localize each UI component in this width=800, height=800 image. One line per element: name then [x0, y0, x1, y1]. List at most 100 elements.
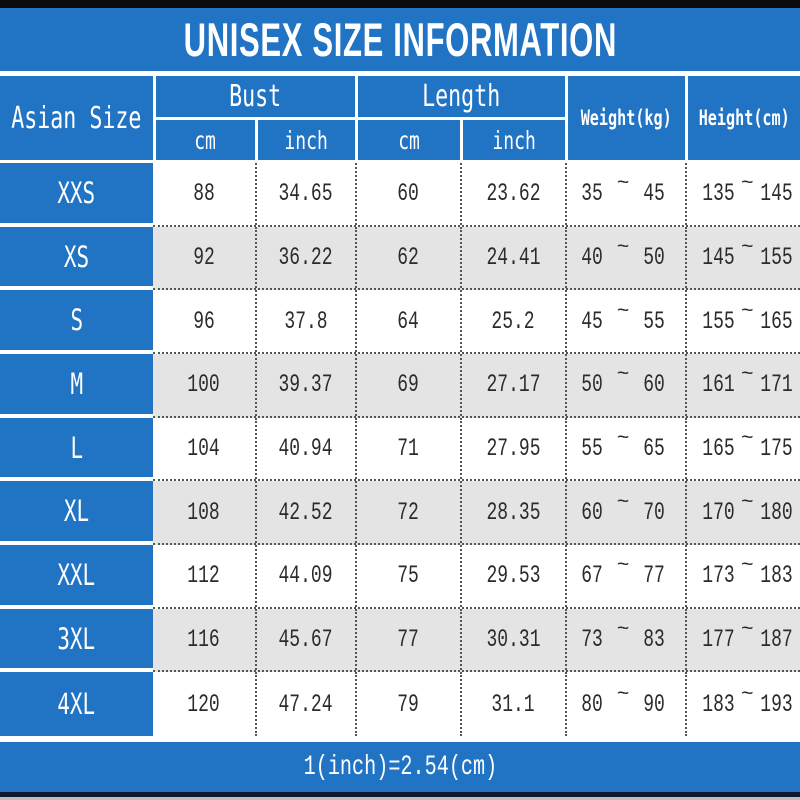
height-max-value: 145 [759, 179, 793, 209]
height-min-value: 155 [702, 306, 735, 336]
bust-inch-cell: 39.37 [255, 354, 355, 416]
weight-cell: 50 ~ 60 [565, 354, 685, 416]
bust-inch-cell: 34.65 [255, 163, 355, 225]
range-tilde: ~ [741, 364, 754, 388]
bust-cm-value: 100 [187, 370, 221, 400]
bust-cm-value: 108 [187, 497, 221, 527]
weight-max-value: 83 [643, 625, 665, 655]
range-tilde: ~ [616, 619, 630, 643]
length-cm-value: 79 [397, 689, 420, 719]
range-tilde: ~ [616, 364, 630, 388]
bust-cm-cell: 100 [153, 354, 255, 416]
height-min-value: 165 [702, 434, 735, 464]
bust-cm-cell: 108 [153, 481, 255, 543]
table-row: 4XL 120 47.24 79 31.1 80 ~ 90 183 ~ [0, 672, 800, 737]
range-tilde: ~ [616, 173, 630, 197]
size-label: XL [63, 494, 90, 529]
range-tilde: ~ [741, 173, 754, 197]
bust-inch-value: 34.65 [278, 179, 333, 209]
bust-inch-value: 42.52 [278, 497, 333, 527]
length-cm-value: 69 [397, 370, 420, 400]
height-cell: 173 ~ 183 [685, 545, 800, 607]
size-cell: XS [0, 226, 153, 291]
height-cell: 177 ~ 187 [685, 608, 800, 671]
header-bust-inch: inch [255, 120, 355, 160]
height-max-value: 187 [759, 625, 793, 655]
length-inch-value: 25.2 [491, 306, 536, 336]
range-tilde: ~ [616, 491, 630, 515]
weight-cell: 55 ~ 65 [565, 417, 685, 480]
bust-cm-cell: 112 [153, 545, 255, 607]
length-cm-cell: 72 [355, 481, 460, 544]
length-inch-value: 27.17 [486, 370, 541, 400]
header-height-label: Height(cm) [698, 106, 790, 130]
size-label: S [70, 303, 83, 338]
bust-cm-value: 116 [187, 625, 221, 655]
range-tilde: ~ [741, 619, 754, 643]
weight-max-value: 77 [643, 561, 665, 591]
bust-inch-cell: 47.24 [255, 672, 355, 737]
weight-cell: 40 ~ 50 [565, 226, 685, 289]
length-cm-cell: 75 [355, 545, 460, 607]
length-inch-cell: 29.53 [460, 545, 565, 607]
table-row: XS 92 36.22 62 24.41 40 ~ 50 145 ~ [0, 226, 800, 291]
bust-cm-cell: 120 [153, 672, 255, 736]
height-max-value: 175 [759, 434, 793, 464]
weight-cell: 73 ~ 83 [565, 608, 685, 671]
bust-inch-cell: 42.52 [255, 481, 355, 544]
table-header: Asian Size Bust Length cm inch cm [0, 76, 800, 160]
bust-cm-value: 104 [187, 434, 221, 464]
header-asian-size-label: Asian Size [11, 100, 142, 136]
bust-inch-value: 40.94 [278, 434, 333, 464]
size-label: XXL [57, 557, 96, 592]
height-min-value: 145 [702, 243, 735, 272]
range-tilde: ~ [741, 683, 754, 707]
title-divider [0, 71, 800, 76]
bust-cm-cell: 88 [153, 163, 255, 225]
length-cm-cell: 77 [355, 608, 460, 671]
height-cell: 170 ~ 180 [685, 481, 800, 544]
length-inch-cell: 28.35 [460, 481, 565, 544]
row-data-strip: 100 39.37 69 27.17 50 ~ 60 161 ~ 171 [153, 354, 800, 418]
size-cell: L [0, 417, 153, 482]
length-inch-value: 24.41 [486, 243, 541, 272]
range-tilde: ~ [616, 237, 630, 260]
table-body: XXS 88 34.65 60 23.62 35 ~ 45 135 ~ [0, 163, 800, 737]
height-cell: 155 ~ 165 [685, 290, 800, 353]
length-cm-value: 62 [397, 243, 420, 272]
height-cell: 135 ~ 145 [685, 163, 800, 225]
length-cm-value: 64 [397, 306, 420, 336]
bust-cm-cell: 104 [153, 418, 255, 480]
bust-inch-cell: 45.67 [255, 608, 355, 671]
height-cell: 161 ~ 171 [685, 354, 800, 416]
height-max-value: 193 [759, 689, 793, 719]
table-row: 3XL 116 45.67 77 30.31 73 ~ 83 177 ~ [0, 608, 800, 673]
size-label: L [70, 430, 83, 465]
length-inch-cell: 27.17 [460, 354, 565, 416]
range-tilde: ~ [741, 491, 754, 515]
range-tilde: ~ [741, 555, 754, 579]
height-cell: 165 ~ 175 [685, 417, 800, 480]
header-bust-cm-label: cm [194, 125, 217, 155]
header-sub-row: cm inch cm inch [153, 120, 565, 160]
header-length: Length [355, 76, 565, 117]
range-tilde: ~ [616, 300, 630, 324]
weight-min-value: 73 [581, 625, 603, 655]
top-black-bar [0, 0, 800, 8]
height-min-value: 170 [702, 497, 735, 527]
row-data-strip: 92 36.22 62 24.41 40 ~ 50 145 ~ 155 [153, 226, 800, 291]
length-inch-value: 27.95 [486, 434, 541, 464]
bust-inch-value: 47.24 [278, 689, 333, 719]
table-row: S 96 37.8 64 25.2 45 ~ 55 155 ~ 1 [0, 290, 800, 355]
row-data-strip: 88 34.65 60 23.62 35 ~ 45 135 ~ 145 [153, 163, 800, 227]
length-inch-cell: 23.62 [460, 163, 565, 225]
bust-inch-value: 37.8 [284, 306, 328, 336]
page-title: UNISEX SIZE INFORMATION [183, 13, 617, 66]
header-length-label: Length [422, 79, 501, 114]
height-max-value: 171 [759, 370, 793, 400]
weight-min-value: 55 [581, 434, 603, 464]
bottom-gray-bar [0, 797, 800, 800]
size-label: M [70, 366, 83, 401]
height-cell: 145 ~ 155 [685, 226, 800, 289]
